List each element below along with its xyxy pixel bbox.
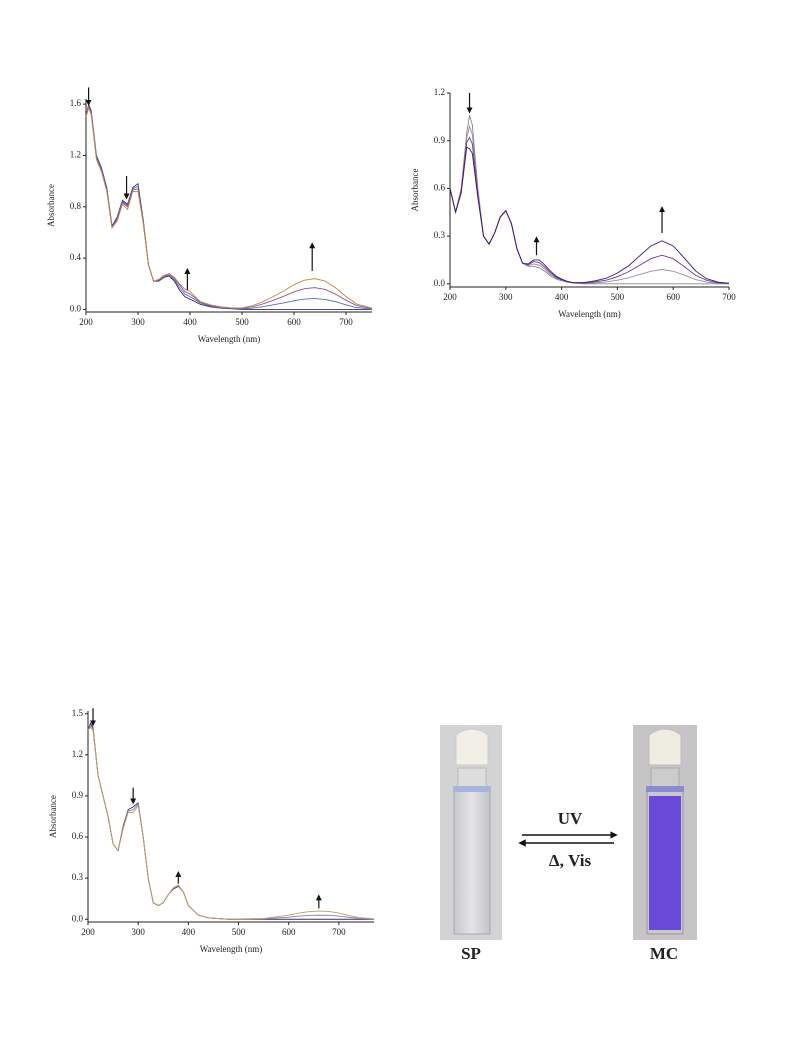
sp-label: SP bbox=[461, 944, 481, 963]
x-tick-label: 300 bbox=[499, 292, 513, 302]
x-axis-label: Wavelength (nm) bbox=[558, 309, 621, 319]
y-tick-label: 1.2 bbox=[70, 150, 81, 160]
spectrum-line bbox=[449, 124, 730, 285]
x-tick-label: 400 bbox=[182, 927, 196, 937]
spectrum-line bbox=[85, 105, 373, 309]
x-tick-label: 500 bbox=[235, 317, 249, 327]
x-tick-label: 200 bbox=[81, 927, 95, 937]
y-tick-label: 0.6 bbox=[434, 182, 446, 192]
cuvette-sp bbox=[440, 725, 502, 940]
x-tick-label: 500 bbox=[232, 927, 246, 937]
y-tick-label: 0.4 bbox=[70, 252, 82, 262]
x-tick-label: 300 bbox=[131, 927, 145, 937]
x-tick-label: 500 bbox=[611, 292, 625, 302]
spectrum-line bbox=[85, 103, 373, 310]
x-tick-label: 400 bbox=[555, 292, 569, 302]
spectrum-line bbox=[87, 724, 375, 920]
y-tick-label: 0.0 bbox=[70, 303, 82, 313]
spectrum-line bbox=[87, 726, 375, 920]
spectrum-line bbox=[449, 115, 729, 285]
x-tick-label: 600 bbox=[282, 927, 296, 937]
x-tick-label: 200 bbox=[443, 292, 457, 302]
forward-label: UV bbox=[558, 809, 583, 828]
x-tick-label: 600 bbox=[287, 317, 301, 327]
x-tick-label: 200 bbox=[79, 317, 93, 327]
spectrum-line bbox=[85, 106, 373, 309]
y-tick-label: 0.8 bbox=[70, 201, 82, 211]
x-tick-label: 700 bbox=[332, 927, 346, 937]
spectrum-line bbox=[85, 102, 372, 310]
x-tick-label: 700 bbox=[339, 317, 353, 327]
spectrum-line bbox=[87, 722, 374, 920]
mc-label: MC bbox=[650, 944, 678, 963]
y-tick-label: 0.3 bbox=[434, 230, 446, 240]
x-tick-label: 300 bbox=[131, 317, 145, 327]
y-tick-label: 0.6 bbox=[72, 831, 84, 841]
x-tick-label: 400 bbox=[183, 317, 197, 327]
cuvette-mc bbox=[633, 725, 697, 940]
y-axis-label: Absorbance bbox=[48, 795, 58, 838]
x-axis-label: Wavelength (nm) bbox=[200, 944, 263, 954]
y-tick-label: 1.5 bbox=[72, 708, 84, 718]
y-tick-label: 1.6 bbox=[70, 98, 82, 108]
y-tick-label: 1.2 bbox=[72, 749, 83, 759]
y-tick-label: 1.2 bbox=[434, 87, 445, 97]
y-tick-label: 0.9 bbox=[434, 135, 446, 145]
y-tick-label: 0.3 bbox=[72, 872, 84, 882]
y-axis-label: Absorbance bbox=[410, 169, 420, 212]
x-tick-label: 600 bbox=[666, 292, 680, 302]
y-tick-label: 0.0 bbox=[72, 913, 84, 923]
y-tick-label: 0.0 bbox=[434, 278, 446, 288]
spectrum-line bbox=[449, 146, 730, 284]
reverse-label: Δ, Vis bbox=[549, 851, 592, 870]
x-axis-label: Wavelength (nm) bbox=[198, 334, 261, 344]
y-tick-label: 0.9 bbox=[72, 790, 84, 800]
y-axis-label: Absorbance bbox=[46, 184, 56, 227]
x-tick-label: 700 bbox=[722, 292, 736, 302]
